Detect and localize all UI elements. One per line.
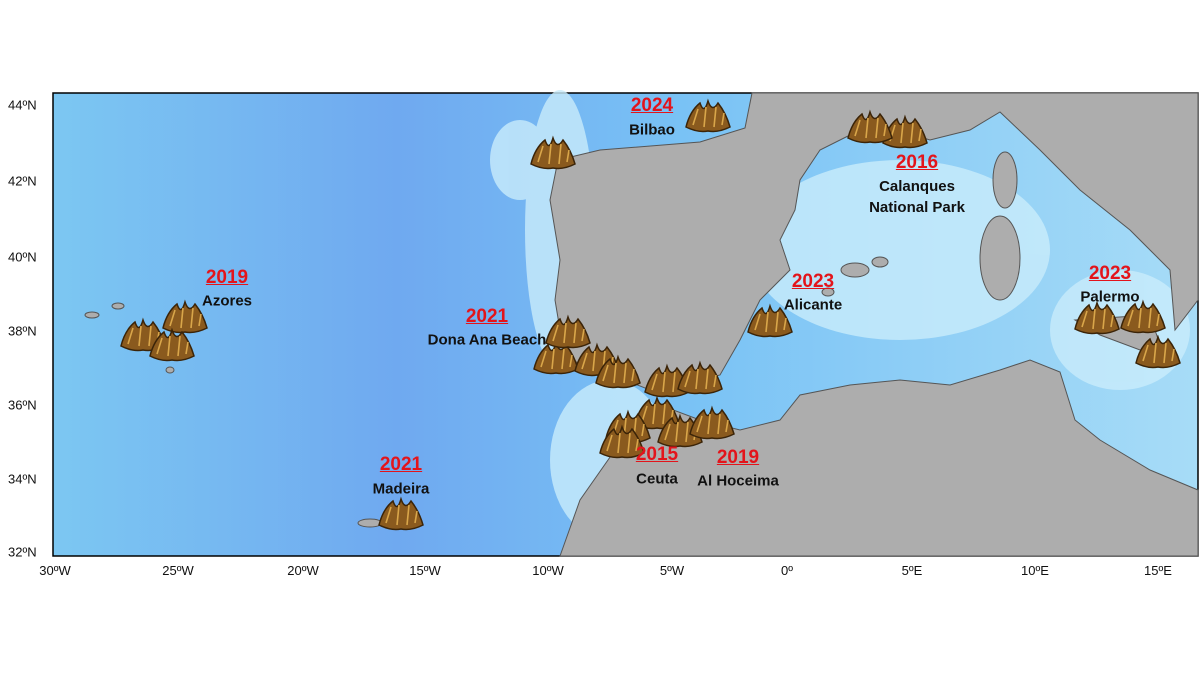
site-name: Azores bbox=[201, 292, 253, 310]
site-year: 2019 bbox=[205, 267, 249, 288]
lon-label: 25ºW bbox=[162, 563, 194, 578]
site-year: 2021 bbox=[379, 454, 423, 475]
lon-label: 5ºE bbox=[901, 563, 923, 578]
site-name: Bilbao bbox=[629, 121, 675, 139]
lat-label: 40ºN bbox=[8, 249, 37, 265]
lon-label: 30ºW bbox=[39, 563, 71, 578]
land bbox=[84, 92, 1199, 557]
site-name: Al Hoceima bbox=[697, 472, 779, 490]
lon-label: 0º bbox=[781, 563, 793, 578]
site-name: Calanques National Park bbox=[869, 178, 965, 216]
lat-label: 34ºN bbox=[8, 471, 37, 487]
site-name: Alicante bbox=[783, 296, 843, 314]
site-year: 2023 bbox=[1088, 263, 1132, 284]
lon-label: 15ºW bbox=[409, 563, 441, 578]
site-year: 2015 bbox=[635, 444, 679, 465]
site-year: 2019 bbox=[716, 447, 760, 468]
lat-label: 32ºN bbox=[8, 544, 37, 560]
lon-label: 5ºW bbox=[659, 563, 685, 578]
lat-label: 44ºN bbox=[8, 97, 37, 113]
lat-label: 42ºN bbox=[8, 173, 37, 189]
site-name: Dona Ana Beach bbox=[427, 331, 547, 349]
lon-label: 20ºW bbox=[287, 563, 319, 578]
lat-label: 38ºN bbox=[8, 323, 37, 339]
site-name: Madeira bbox=[372, 480, 430, 498]
lon-label: 10ºE bbox=[1021, 563, 1049, 578]
site-name: Ceuta bbox=[636, 470, 678, 488]
site-year: 2016 bbox=[895, 152, 939, 173]
site-year: 2024 bbox=[630, 95, 674, 116]
site-name: Palermo bbox=[1080, 288, 1140, 306]
lon-label: 15ºE bbox=[1144, 563, 1172, 578]
lon-label: 10ºW bbox=[532, 563, 564, 578]
site-year: 2023 bbox=[791, 271, 835, 292]
site-year: 2021 bbox=[465, 306, 509, 327]
lat-label: 36ºN bbox=[8, 397, 37, 413]
